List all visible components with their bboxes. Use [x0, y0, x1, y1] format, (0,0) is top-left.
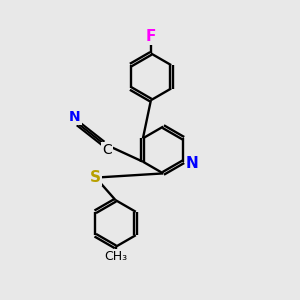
Text: CH₃: CH₃ — [104, 250, 127, 263]
Text: S: S — [90, 170, 101, 185]
Text: C: C — [102, 143, 112, 157]
Text: N: N — [69, 110, 81, 124]
Text: F: F — [146, 29, 156, 44]
Text: N: N — [186, 156, 199, 171]
